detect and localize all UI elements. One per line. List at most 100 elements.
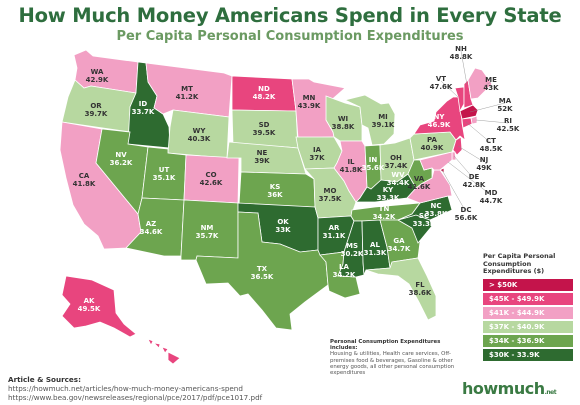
state-value-label: 38.6K [409, 289, 432, 297]
state-abbr-label: NY [434, 113, 446, 121]
state-value-label: 43K [483, 84, 499, 92]
state-abbr-label: MO [324, 187, 337, 195]
state-abbr-label: MD [485, 189, 498, 197]
state-value-label: 30.2K [341, 250, 364, 258]
leader-line [441, 169, 467, 213]
legend: Per Capita Personal Consumption Expendit… [483, 252, 576, 363]
state-abbr-label: CT [486, 137, 496, 145]
state-value-label: 48.5K [480, 145, 503, 153]
state-value-label: 52K [497, 105, 513, 113]
state-abbr-label: RI [504, 117, 512, 125]
state-value-label: 31.1K [323, 232, 346, 240]
state-abbr-label: DE [469, 173, 480, 181]
legend-items: > $50K $45K - $49.9K $41K - $44.9K $37K - $… [483, 278, 576, 361]
state-value-label: 42.6K [200, 179, 223, 187]
legend-item: > $50K [483, 278, 573, 291]
state-ak [61, 275, 137, 338]
state-abbr-label: NM [201, 224, 214, 232]
state-abbr-label: ID [139, 100, 148, 108]
state-abbr-label: GA [393, 237, 405, 245]
state-value-label: 34.2K [333, 271, 356, 279]
state-value-label: 45.1K [158, 337, 181, 345]
state-abbr-label: AL [370, 241, 380, 249]
state-abbr-label: WY [193, 127, 207, 135]
state-value-label: 36K [267, 191, 283, 199]
sources-heading: Article & Sources: [8, 375, 81, 384]
state-abbr-label: UT [159, 166, 170, 174]
leader-line [469, 102, 506, 113]
leader-line [465, 121, 492, 144]
leader-line [460, 50, 468, 86]
leader-line [440, 80, 459, 98]
state-abbr-label: CA [79, 172, 90, 180]
state-abbr-label: SD [259, 121, 270, 129]
state-abbr-label: OK [277, 218, 289, 226]
definition-note: Personal Consumption Expenditures includ… [330, 339, 456, 376]
leader-line [457, 145, 485, 163]
leader-line [483, 81, 492, 87]
state-abbr-label: DC [461, 206, 472, 214]
state-value-label: 40.3K [188, 135, 211, 143]
state-abbr-label: OH [390, 154, 402, 162]
legend-item: $41K - $44.9K [483, 306, 573, 319]
state-abbr-label: TX [257, 265, 268, 273]
state-abbr-label: PA [427, 136, 437, 144]
state-value-label: 48.2K [253, 93, 276, 101]
state-il [333, 140, 368, 203]
state-abbr-label: VA [414, 175, 425, 183]
state-value-label: 43.9K [298, 102, 321, 110]
us-choropleth-map: WA42.9KOR39.7KCA41.8KID33.7KNV36.2KMT41.… [59, 45, 520, 365]
state-value-label: 39.7K [85, 110, 108, 118]
state-abbr-label: IL [347, 158, 355, 166]
legend-item: $34K - $36.9K [483, 334, 573, 347]
state-abbr-label: WV [391, 171, 405, 179]
state-labels: WA42.9KOR39.7KCA41.8KID33.7KNV36.2KMT41.… [73, 45, 520, 345]
state-value-label: 42.9K [86, 76, 109, 84]
state-value-label: 40.9K [421, 144, 444, 152]
leader-line [475, 119, 509, 124]
state-abbr-label: KY [383, 186, 394, 194]
state-ky [355, 173, 417, 203]
state-abbr-label: HI [165, 329, 173, 337]
state-value-label: 33.3K [413, 220, 436, 228]
state-fl [365, 257, 437, 321]
state-abbr-label: TN [379, 205, 390, 213]
state-value-label: 35.7K [196, 232, 219, 240]
state-value-label: 42.5K [497, 125, 520, 133]
state-value-label: 36.2K [110, 159, 133, 167]
state-value-label: 37.5K [319, 195, 342, 203]
state-wa [73, 49, 139, 94]
state-value-label: 34.6K [140, 228, 163, 236]
state-nc [397, 195, 453, 221]
state-abbr-label: CO [205, 171, 216, 179]
source-link[interactable]: https://www.bea.gov/newsreleases/regiona… [8, 393, 263, 402]
brand-logo: howmuch.net [462, 379, 557, 398]
state-tx [195, 211, 329, 331]
state-value-label: 38.8K [332, 123, 355, 131]
state-abbr-label: OR [90, 102, 102, 110]
state-value-label: 56.6K [455, 214, 478, 222]
state-abbr-label: NH [455, 45, 467, 53]
state-mi [343, 94, 396, 146]
state-value-label: 41.8K [340, 166, 363, 174]
state-value-label: 34.4K [387, 179, 410, 187]
state-abbr-label: WI [338, 115, 348, 123]
note-heading: Personal Consumption Expenditures includ… [330, 339, 441, 352]
sources-block: Article & Sources: https://howmuch.net/a… [8, 375, 262, 402]
state-value-label: 47.6K [430, 83, 453, 91]
source-link[interactable]: https://howmuch.net/articles/how-much-mo… [8, 384, 243, 393]
state-abbr-label: AR [329, 224, 340, 232]
state-value-label: 35.1K [153, 174, 176, 182]
legend-item: $30K - 33.9K [483, 348, 573, 361]
legend-title: Per Capita Personal Consumption Expendit… [483, 252, 556, 275]
state-nj [452, 136, 463, 156]
state-abbr-label: NE [257, 149, 268, 157]
state-mt [145, 62, 233, 118]
state-abbr-label: WA [91, 68, 104, 76]
state-value-label: 37K [309, 154, 325, 162]
state-value-label: 31.3K [364, 249, 387, 257]
state-value-label: 49K [476, 164, 492, 172]
state-me [467, 67, 493, 100]
state-abbr-label: MA [499, 97, 512, 105]
